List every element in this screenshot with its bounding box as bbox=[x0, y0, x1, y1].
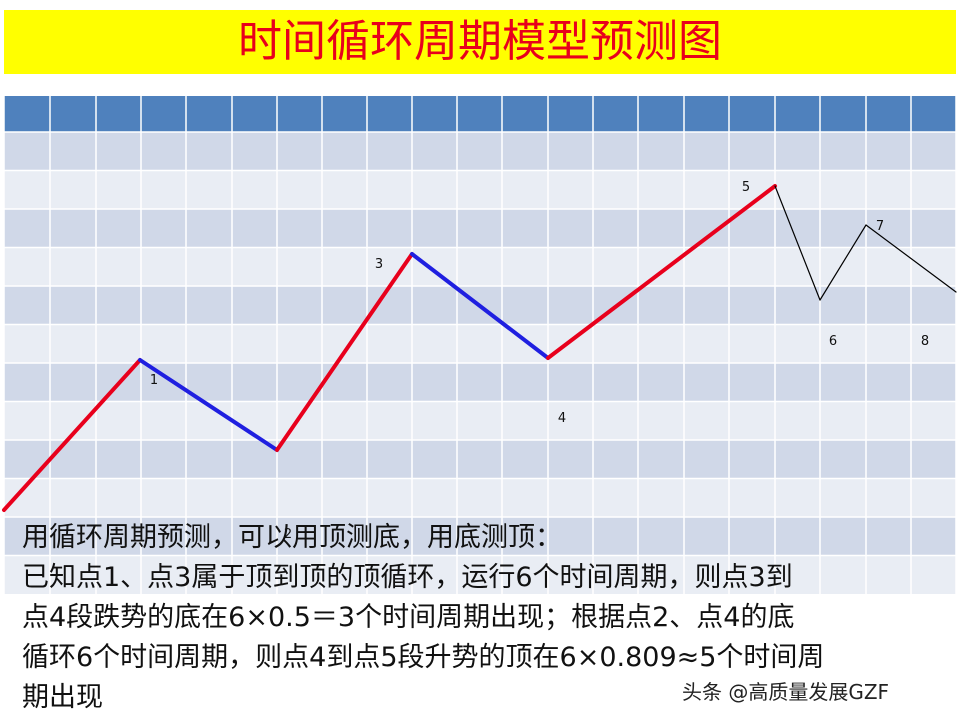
grid-row bbox=[4, 132, 956, 171]
grid-header-row bbox=[4, 96, 956, 132]
grid-row bbox=[4, 478, 956, 517]
description-line: 用循环周期预测，可以用顶测底，用底测顶： bbox=[22, 522, 562, 553]
title-bar: 时间循环周期模型预测图 bbox=[4, 10, 956, 74]
projected-segment bbox=[774, 185, 821, 301]
grid-row bbox=[4, 209, 956, 248]
grid-row bbox=[4, 363, 956, 402]
description-line: 循环6个时间周期，则点4到点5段升势的顶在6×0.809≈5个时间周 bbox=[22, 642, 825, 673]
point-label: 5 bbox=[742, 180, 750, 195]
description-line: 已知点1、点3属于顶到顶的顶循环，运行6个时间周期，则点3到 bbox=[22, 562, 793, 593]
grid-row bbox=[4, 324, 956, 363]
point-label: 3 bbox=[375, 257, 383, 272]
description-line: 点4段跌势的底在6×0.5＝3个时间周期出现；根据点2、点4的底 bbox=[22, 602, 795, 633]
up-segment bbox=[275, 252, 414, 452]
grid-table bbox=[3, 96, 957, 594]
description: 用循环周期预测，可以用顶测底，用底测顶： 已知点1、点3属于顶到顶的顶循环，运行… bbox=[22, 518, 952, 718]
point-label: 2 bbox=[284, 527, 292, 542]
down-segment bbox=[410, 252, 550, 360]
description-line: 期出现 bbox=[22, 682, 103, 713]
up-segment bbox=[546, 184, 777, 360]
grid-row bbox=[4, 170, 956, 209]
point-labels: 1 2 3 4 5 6 7 8 bbox=[150, 180, 929, 542]
wave-segments bbox=[2, 184, 957, 512]
grid-row bbox=[4, 440, 956, 479]
down-segment bbox=[138, 358, 279, 452]
grid-row bbox=[4, 401, 956, 440]
projected-segment bbox=[865, 224, 957, 293]
point-label: 8 bbox=[921, 334, 929, 349]
watermark: 头条 @高质量发展GZF bbox=[682, 680, 890, 704]
grid-row bbox=[4, 555, 956, 594]
chart-title: 时间循环周期模型预测图 bbox=[238, 16, 722, 67]
point-label: 6 bbox=[829, 334, 837, 349]
point-label: 1 bbox=[150, 373, 158, 388]
point-label: 7 bbox=[876, 219, 884, 234]
point-label: 4 bbox=[558, 411, 566, 426]
projected-segment bbox=[819, 224, 867, 301]
grid-row bbox=[4, 517, 956, 556]
grid-row bbox=[4, 247, 956, 286]
up-segment bbox=[2, 358, 142, 512]
